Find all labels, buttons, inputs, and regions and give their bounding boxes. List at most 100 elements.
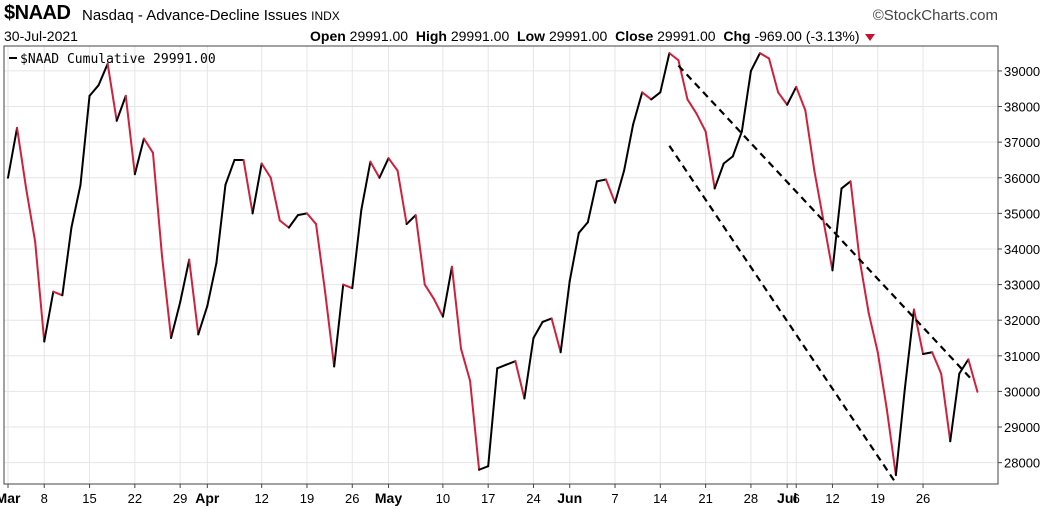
line-segment [722,155,734,165]
brand-watermark[interactable]: ©StockCharts.com [872,7,998,24]
y-tick-label: 28000 [1004,456,1040,471]
line-segment [614,169,626,204]
y-tick-label: 36000 [1004,171,1040,186]
line-segment [550,317,562,354]
line-segment [831,187,843,272]
line-segment [949,372,961,443]
line-segment [894,386,906,477]
line-segment [931,351,943,375]
line-segment [478,465,490,471]
legend: $NAAD Cumulative 29991.00 [9,52,216,67]
line-segment [505,360,517,366]
line-segment [668,52,680,62]
line-segment [740,69,752,133]
y-tick-label: 33000 [1004,278,1040,293]
chg-value: -969.00 (-3.13%) [754,28,860,44]
line-segment [659,52,671,94]
plot-border [3,45,999,485]
line-segment [786,85,798,106]
exchange-label: INDX [311,9,340,23]
line-segment [795,85,807,112]
line-segment [541,317,553,323]
line-segment [903,308,915,389]
line-segment [813,169,825,222]
y-tick-label: 35000 [1004,206,1040,221]
line-segment [215,183,227,265]
line-segment [206,262,218,307]
line-segment [269,176,281,222]
line-segment [913,308,925,356]
y-tick-label: 37000 [1004,135,1040,150]
line-segment [369,160,381,179]
line-segment [16,126,28,190]
line-segment [197,304,209,336]
symbol-description: Nasdaq - Advance-Decline Issues INDX [82,7,340,24]
line-segment [650,91,662,101]
line-segment [423,283,435,300]
line-segment [514,360,526,400]
line-segment [604,178,617,204]
chg-label: Chg [723,28,751,44]
price-line [7,52,979,477]
line-segment [224,158,236,186]
low-label: Low [517,28,546,44]
y-tick-label: 39000 [1004,64,1040,79]
line-segment [79,94,91,186]
description-text: Nasdaq - Advance-Decline Issues [82,7,308,24]
line-segment [496,363,508,370]
line-segment [577,221,589,234]
line-segment [342,283,354,290]
line-segment [532,320,544,339]
close-label: Close [615,28,654,44]
down-arrow-icon [864,33,875,41]
x-axis: Mar 8 15 22 29 Apr 12 19 26 May 10 17 24 Jun 7 14 21 28 Ju… [0,484,930,506]
line-segment [450,265,462,350]
y-tick-label: 29000 [1004,420,1040,435]
grid-lines [4,46,998,484]
line-segment [840,180,852,190]
chart-date: 30-Jul-2021 [4,28,78,44]
line-segment [34,240,46,343]
x-tick-label: 17 [481,491,495,506]
line-segment [586,180,598,224]
trendline [677,64,974,382]
x-tick-label: Jul [777,490,797,506]
y-tick-label: 34000 [1004,242,1040,257]
x-tick-label: Mar [0,490,21,506]
x-tick-label: 12 [254,491,268,506]
line-segment [133,137,145,176]
line-segment [106,62,118,122]
x-tick-label: 19 [300,491,314,506]
x-tick-label: 6 [793,491,800,506]
line-segment [396,169,408,226]
line-segment [940,372,952,443]
trendline [668,145,895,482]
line-segment [61,226,73,297]
x-tick-label: 15 [82,491,96,506]
line-segment [523,337,535,400]
high-label: High [415,28,447,44]
line-segment [414,214,426,286]
line-segment [88,84,100,97]
y-axis: 28000 29000 30000 31000 32000 33000 34000 35000… [998,64,1040,471]
line-segment [387,157,399,172]
line-segment [161,255,173,339]
line-segment [360,160,372,211]
y-tick-label: 32000 [1004,313,1040,328]
line-segment [333,283,345,368]
line-segment [296,212,308,217]
x-tick-label: 14 [653,491,667,506]
line-segment [188,258,200,336]
x-tick-label: 28 [744,491,758,506]
line-segment [260,162,272,179]
line-segment [151,151,164,258]
line-segment [432,297,444,318]
line-segment [713,162,725,190]
line-segment [7,126,19,179]
line-segment [704,130,716,190]
line-segment [695,112,707,133]
line-segment [278,219,290,229]
line-segment [922,351,934,356]
line-segment [170,301,182,339]
